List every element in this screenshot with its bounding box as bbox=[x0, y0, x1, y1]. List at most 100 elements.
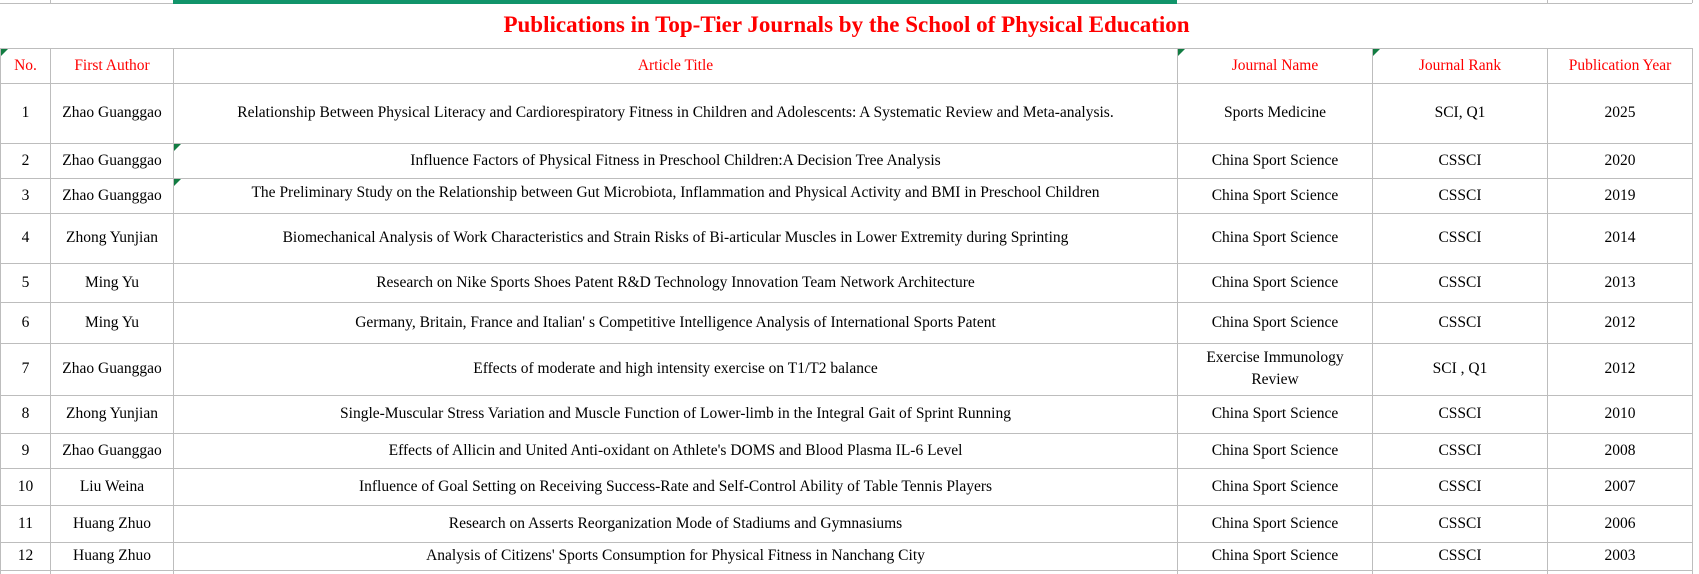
cell-first-author[interactable]: Zhao Guanggao bbox=[50, 82, 174, 144]
cell-journal-name[interactable]: Exercise Immunology Review bbox=[1177, 342, 1373, 396]
cell-publication-year[interactable]: 2010 bbox=[1546, 394, 1694, 434]
cell-text: 2014 bbox=[1604, 229, 1636, 246]
cell-no[interactable]: 9 bbox=[0, 432, 51, 469]
cell-no[interactable]: 12 bbox=[0, 541, 51, 571]
cell-no[interactable]: 8 bbox=[0, 394, 51, 434]
cell-article-title[interactable]: Effects of Allicin and United Anti-oxida… bbox=[173, 432, 1178, 469]
cell-text: 2010 bbox=[1604, 405, 1636, 422]
column-header-article-title[interactable]: Article Title bbox=[173, 47, 1178, 84]
cell-publication-year[interactable]: 2014 bbox=[1546, 212, 1694, 264]
cell-journal-name[interactable]: Sports Medicine bbox=[1177, 82, 1373, 144]
cell-first-author[interactable]: Ming Yu bbox=[50, 262, 174, 303]
cell-publication-year[interactable]: 2003 bbox=[1546, 541, 1694, 571]
cell-first-author[interactable]: Zhong Yunjian bbox=[50, 394, 174, 434]
cell-journal-name[interactable]: China Sport Science bbox=[1177, 142, 1373, 179]
cell-no[interactable]: 1 bbox=[0, 82, 51, 144]
cell-article-title[interactable]: Single-Muscular Stress Variation and Mus… bbox=[173, 394, 1178, 434]
cell-publication-year[interactable]: 2008 bbox=[1546, 432, 1694, 469]
cell-first-author[interactable]: Huang Zhuo bbox=[50, 541, 174, 571]
cell-empty[interactable] bbox=[1177, 569, 1373, 574]
cell-no[interactable]: 3 bbox=[0, 177, 51, 214]
cell-article-title[interactable]: Relationship Between Physical Literacy a… bbox=[173, 82, 1178, 144]
cell-first-author[interactable]: Liu Weina bbox=[50, 467, 174, 506]
cell-no[interactable]: 2 bbox=[0, 142, 51, 179]
column-header-journal-name[interactable]: Journal Name bbox=[1177, 47, 1373, 84]
cell-publication-year[interactable]: 2020 bbox=[1546, 142, 1694, 179]
cell-text: 2012 bbox=[1604, 313, 1636, 331]
cell-no[interactable]: 4 bbox=[0, 212, 51, 264]
cell-publication-year[interactable]: 2006 bbox=[1546, 504, 1694, 543]
cell-publication-year[interactable]: 2025 bbox=[1546, 82, 1694, 144]
cell-journal-name[interactable]: China Sport Science bbox=[1177, 262, 1373, 303]
cell-empty[interactable] bbox=[1546, 569, 1694, 574]
cell-journal-rank[interactable]: CSSCI bbox=[1372, 212, 1548, 264]
cell-text: China Sport Science bbox=[1211, 514, 1339, 532]
table-row: 6 Ming Yu Germany, Britain, France and Ita… bbox=[0, 301, 1694, 344]
cell-journal-name[interactable]: China Sport Science bbox=[1177, 504, 1373, 543]
cell-text: 2008 bbox=[1604, 441, 1636, 459]
cell-text: SCI, Q1 bbox=[1434, 104, 1486, 121]
cell-journal-rank[interactable]: SCI, Q1 bbox=[1372, 82, 1548, 144]
cell-journal-name[interactable]: China Sport Science bbox=[1177, 467, 1373, 506]
cell-article-title[interactable]: Germany, Britain, France and Italian' s … bbox=[173, 301, 1178, 344]
column-header-first-author[interactable]: First Author bbox=[50, 47, 174, 84]
column-header-no[interactable]: No. bbox=[0, 47, 51, 84]
header-row: No. First Author Article Title Journal Name… bbox=[0, 47, 1694, 84]
cell-text: China Sport Science bbox=[1211, 151, 1339, 169]
cell-journal-rank[interactable]: CSSCI bbox=[1372, 142, 1548, 179]
cell-no[interactable]: 11 bbox=[0, 504, 51, 543]
cell-journal-rank[interactable]: CSSCI bbox=[1372, 504, 1548, 543]
cell-no[interactable]: 10 bbox=[0, 467, 51, 506]
cell-first-author[interactable]: Zhao Guanggao bbox=[50, 142, 174, 179]
cell-journal-rank[interactable]: CSSCI bbox=[1372, 262, 1548, 303]
cell-text: CSSCI bbox=[1438, 441, 1482, 459]
cell-journal-name[interactable]: China Sport Science bbox=[1177, 177, 1373, 214]
cell-article-title[interactable]: Influence Factors of Physical Fitness in… bbox=[173, 142, 1178, 179]
cell-article-title[interactable]: Research on Asserts Reorganization Mode … bbox=[173, 504, 1178, 543]
cell-no[interactable]: 7 bbox=[0, 342, 51, 396]
cell-empty[interactable] bbox=[173, 569, 1178, 574]
cell-first-author[interactable]: Zhao Guanggao bbox=[50, 177, 174, 214]
table-row: 3 Zhao Guanggao The Preliminary Study on t… bbox=[0, 177, 1694, 214]
cell-article-title[interactable]: Influence of Goal Setting on Receiving S… bbox=[173, 467, 1178, 506]
column-header-publication-year[interactable]: Publication Year bbox=[1546, 47, 1694, 84]
cell-journal-rank[interactable]: SCI , Q1 bbox=[1372, 342, 1548, 396]
cell-empty[interactable] bbox=[0, 569, 51, 574]
cell-empty[interactable] bbox=[1372, 569, 1548, 574]
cell-journal-name[interactable]: China Sport Science bbox=[1177, 212, 1373, 264]
cell-journal-rank[interactable]: CSSCI bbox=[1372, 301, 1548, 344]
top-gridline-stub bbox=[1547, 0, 1548, 3]
cell-journal-rank[interactable]: CSSCI bbox=[1372, 467, 1548, 506]
cell-journal-rank[interactable]: CSSCI bbox=[1372, 432, 1548, 469]
cell-article-title[interactable]: Biomechanical Analysis of Work Character… bbox=[173, 212, 1178, 264]
column-header-journal-rank[interactable]: Journal Rank bbox=[1372, 47, 1548, 84]
cell-publication-year[interactable]: 2007 bbox=[1546, 467, 1694, 506]
cell-article-title[interactable]: Effects of moderate and high intensity e… bbox=[173, 342, 1178, 396]
cell-article-title[interactable]: Research on Nike Sports Shoes Patent R&D… bbox=[173, 262, 1178, 303]
cell-journal-rank[interactable]: CSSCI bbox=[1372, 177, 1548, 214]
cell-journal-name[interactable]: China Sport Science bbox=[1177, 541, 1373, 571]
cell-empty[interactable] bbox=[50, 569, 174, 574]
cell-publication-year[interactable]: 2012 bbox=[1546, 301, 1694, 344]
cell-no[interactable]: 5 bbox=[0, 262, 51, 303]
cell-publication-year[interactable]: 2012 bbox=[1546, 342, 1694, 396]
cell-journal-name[interactable]: China Sport Science bbox=[1177, 394, 1373, 434]
cell-article-title[interactable]: The Preliminary Study on the Relationshi… bbox=[173, 177, 1178, 214]
cell-publication-year[interactable]: 2013 bbox=[1546, 262, 1694, 303]
cell-journal-rank[interactable]: CSSCI bbox=[1372, 541, 1548, 571]
cell-first-author[interactable]: Zhong Yunjian bbox=[50, 212, 174, 264]
cell-journal-name[interactable]: China Sport Science bbox=[1177, 301, 1373, 344]
cell-first-author[interactable]: Zhao Guanggao bbox=[50, 432, 174, 469]
cell-journal-rank[interactable]: CSSCI bbox=[1372, 394, 1548, 434]
cell-no[interactable]: 6 bbox=[0, 301, 51, 344]
cell-article-title[interactable]: Analysis of Citizens' Sports Consumption… bbox=[173, 541, 1178, 571]
cell-text: China Sport Science bbox=[1211, 547, 1339, 564]
cell-first-author[interactable]: Zhao Guanggao bbox=[50, 342, 174, 396]
table-title-cell[interactable]: Publications in Top-Tier Journals by the… bbox=[1, 3, 1693, 48]
publications-table: Publications in Top-Tier Journals by the… bbox=[0, 3, 1694, 574]
cell-first-author[interactable]: Huang Zhuo bbox=[50, 504, 174, 543]
cell-first-author[interactable]: Ming Yu bbox=[50, 301, 174, 344]
cell-publication-year[interactable]: 2019 bbox=[1546, 177, 1694, 214]
cell-text: China Sport Science bbox=[1211, 186, 1339, 204]
cell-journal-name[interactable]: China Sport Science bbox=[1177, 432, 1373, 469]
